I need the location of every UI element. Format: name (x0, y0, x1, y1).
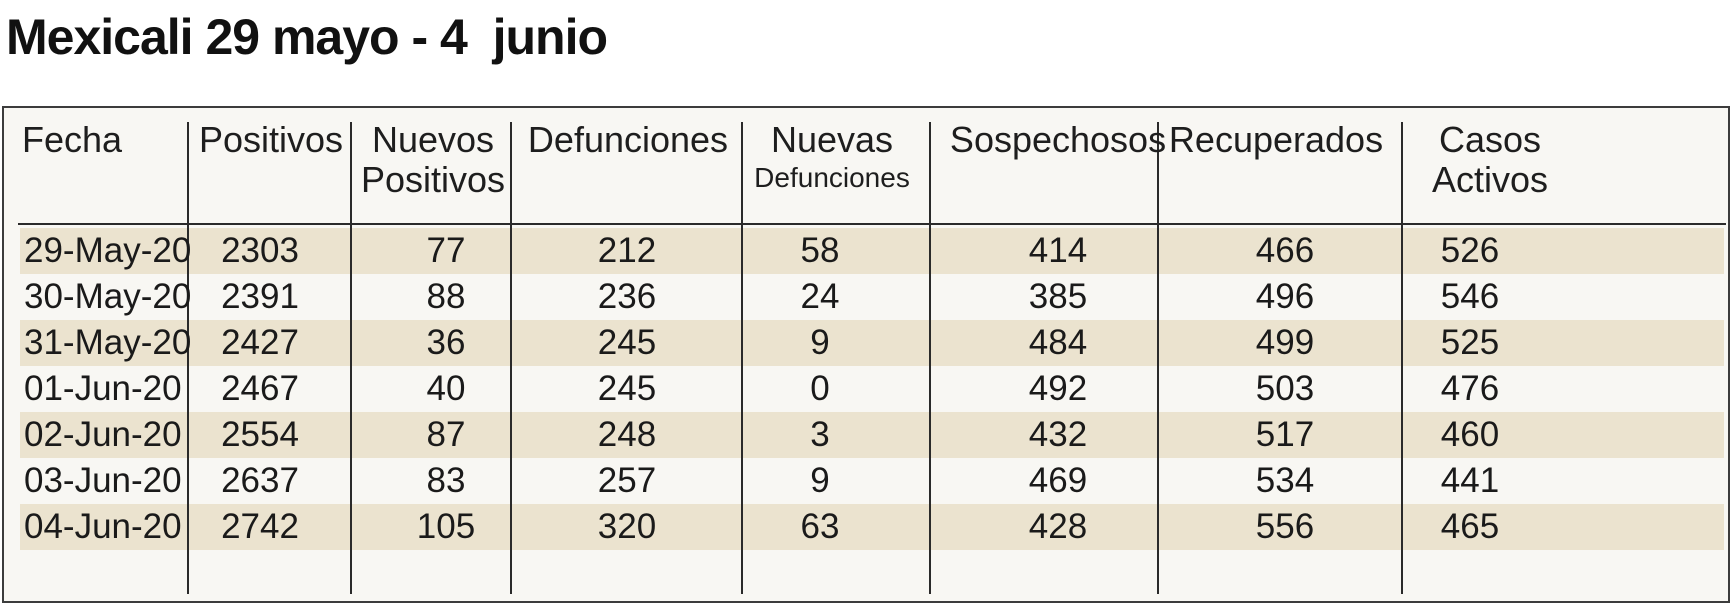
cell-nuevos-positivos: 83 (426, 461, 466, 500)
column-header-nuevas-defunciones: Nuevas (770, 119, 894, 160)
cell-nuevas-defunciones: 9 (810, 323, 830, 362)
cell-date: 29-May-20 (24, 231, 192, 270)
column-header-nuevas-defunciones: Defunciones (754, 162, 910, 193)
table-row (20, 320, 1724, 366)
column-header-casos-activos: Casos (1438, 119, 1542, 160)
cell-sospechosos: 414 (1028, 231, 1088, 270)
cell-recuperados: 503 (1255, 369, 1315, 408)
page-title: Mexicali 29 mayo - 4 junio (6, 9, 608, 65)
cell-positivos: 2391 (221, 277, 299, 316)
cell-casos-activos: 441 (1440, 461, 1500, 500)
data-table: Fecha Positivos Nuevos Positivos Defunciones… (2, 106, 1730, 603)
cell-casos-activos: 476 (1440, 369, 1500, 408)
column-divider (1157, 122, 1159, 594)
column-divider (510, 122, 512, 594)
column-divider (741, 122, 743, 594)
table-row (20, 412, 1724, 458)
cell-nuevos-positivos: 87 (426, 415, 466, 454)
cell-sospechosos: 432 (1028, 415, 1088, 454)
cell-casos-activos: 525 (1440, 323, 1500, 362)
cell-nuevas-defunciones: 58 (800, 231, 840, 270)
cell-defunciones: 236 (597, 277, 657, 316)
cell-sospechosos: 492 (1028, 369, 1088, 408)
cell-nuevos-positivos: 36 (426, 323, 466, 362)
cell-nuevos-positivos: 40 (426, 369, 466, 408)
cell-date: 04-Jun-20 (24, 507, 182, 546)
cell-sospechosos: 484 (1028, 323, 1088, 362)
cell-date: 03-Jun-20 (24, 461, 182, 500)
cell-date: 31-May-20 (24, 323, 192, 362)
column-header-recuperados: Recuperados (1168, 119, 1384, 160)
cell-recuperados: 534 (1255, 461, 1315, 500)
cell-nuevas-defunciones: 9 (810, 461, 830, 500)
cell-date: 01-Jun-20 (24, 369, 182, 408)
cell-recuperados: 499 (1255, 323, 1315, 362)
cell-nuevas-defunciones: 3 (810, 415, 830, 454)
column-header-positivos: Positivos (198, 119, 344, 160)
cell-defunciones: 245 (597, 369, 657, 408)
cell-sospechosos: 385 (1028, 277, 1088, 316)
cell-positivos: 2303 (221, 231, 299, 270)
column-divider (1401, 122, 1403, 594)
column-divider (350, 122, 352, 594)
header-divider (18, 223, 1726, 225)
table-row (20, 504, 1724, 550)
column-divider (929, 122, 931, 594)
column-header-defunciones: Defunciones (527, 119, 729, 160)
cell-positivos: 2554 (221, 415, 299, 454)
cell-sospechosos: 469 (1028, 461, 1088, 500)
cell-nuevas-defunciones: 0 (810, 369, 830, 408)
cell-casos-activos: 546 (1440, 277, 1500, 316)
cell-positivos: 2742 (221, 507, 299, 546)
cell-recuperados: 496 (1255, 277, 1315, 316)
cell-sospechosos: 428 (1028, 507, 1088, 546)
column-header-nuevos-positivos: Positivos (360, 159, 506, 200)
column-header-fecha: Fecha (22, 119, 123, 160)
cell-positivos: 2427 (221, 323, 299, 362)
cell-date: 30-May-20 (24, 277, 192, 316)
cell-recuperados: 517 (1255, 415, 1315, 454)
column-header-nuevos-positivos: Nuevos (371, 119, 495, 160)
cell-positivos: 2637 (221, 461, 299, 500)
column-header-casos-activos: Activos (1431, 159, 1549, 200)
cell-defunciones: 248 (597, 415, 657, 454)
cell-casos-activos: 465 (1440, 507, 1500, 546)
column-header-sospechosos: Sospechosos (949, 119, 1167, 160)
cell-date: 02-Jun-20 (24, 415, 182, 454)
cell-recuperados: 466 (1255, 231, 1315, 270)
cell-casos-activos: 460 (1440, 415, 1500, 454)
cell-nuevos-positivos: 105 (416, 507, 476, 546)
cell-defunciones: 245 (597, 323, 657, 362)
column-divider (187, 122, 189, 594)
cell-nuevos-positivos: 88 (426, 277, 466, 316)
table-row (20, 228, 1724, 274)
cell-nuevas-defunciones: 24 (800, 277, 840, 316)
cell-positivos: 2467 (221, 369, 299, 408)
cell-defunciones: 257 (597, 461, 657, 500)
cell-nuevas-defunciones: 63 (800, 507, 840, 546)
cell-defunciones: 320 (597, 507, 657, 546)
cell-defunciones: 212 (597, 231, 657, 270)
cell-nuevos-positivos: 77 (426, 231, 466, 270)
cell-recuperados: 556 (1255, 507, 1315, 546)
cell-casos-activos: 526 (1440, 231, 1500, 270)
